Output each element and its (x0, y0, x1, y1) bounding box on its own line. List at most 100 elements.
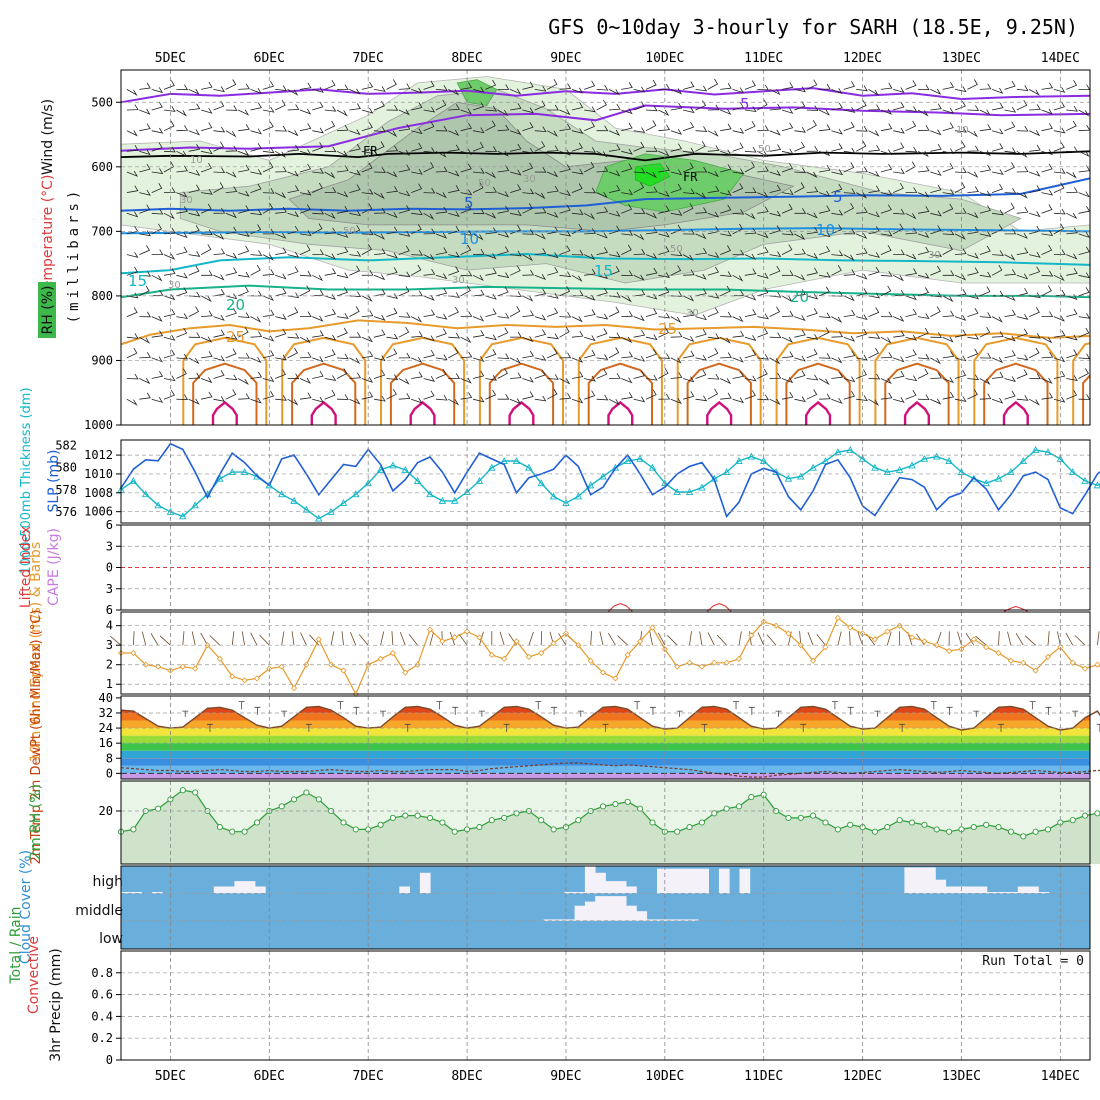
wind-barb (472, 330, 485, 338)
wind-barb (621, 189, 633, 196)
wind-barb (794, 233, 806, 241)
wind-barb (497, 150, 509, 157)
wind10m-marker (340, 667, 347, 674)
warm-pocket-35-13 (983, 362, 1049, 425)
wind-barb (485, 349, 497, 359)
rh2m-marker (426, 814, 434, 821)
wind-barb (398, 286, 410, 297)
rh2m-marker (1044, 826, 1052, 833)
wind-barb (831, 102, 843, 111)
wind-barb (262, 106, 275, 113)
wind-barb (324, 389, 336, 400)
wind-barb (287, 307, 299, 317)
wind-barb (818, 245, 831, 255)
wind-barb (584, 187, 596, 194)
t-5-label-2: 5 (833, 188, 843, 206)
wind-barb (1041, 108, 1053, 115)
wind-barb (176, 313, 188, 320)
wind-barb (806, 267, 819, 276)
wind-barb (176, 287, 188, 297)
wind-barb (386, 252, 398, 259)
cloud-mid-bar (595, 896, 606, 921)
bottom-date-label: 10DEC (645, 1069, 684, 1084)
temp-whisker (478, 710, 485, 717)
wind-barb (917, 368, 929, 379)
wind-barb (1029, 185, 1041, 193)
rh2m-marker (822, 819, 829, 826)
surface-wind-barb (816, 634, 826, 646)
wind-barb (942, 391, 955, 400)
wind-barb (312, 370, 324, 379)
temp-frame (120, 695, 1091, 780)
wind-barb (151, 249, 164, 255)
t-15-label-1: 15 (128, 272, 147, 290)
wind-barb (250, 397, 262, 404)
wind-barb (225, 252, 238, 259)
wind-barb (757, 353, 769, 360)
thickness-marker (920, 454, 929, 462)
wind-barb (571, 87, 584, 94)
upper-pressure-label-group: (millibars) (66, 187, 82, 324)
rh2m-marker (884, 824, 891, 831)
wind-barb (658, 150, 670, 157)
wind10m-marker (723, 659, 730, 666)
wind-barb (856, 232, 868, 240)
wind-barb (954, 370, 967, 379)
wind-barb (126, 144, 139, 152)
wind-barb (398, 245, 410, 255)
wind-barb (423, 80, 435, 90)
wind-barb (188, 103, 201, 111)
wind-barb (979, 245, 991, 255)
wind-barb (621, 203, 633, 214)
wind-barb (905, 187, 918, 193)
temp-whisker (1045, 706, 1052, 715)
wind-barb (386, 186, 399, 193)
wind-barb (1066, 349, 1078, 359)
wind-barb (992, 331, 1004, 338)
thickness-marker (228, 468, 236, 476)
wind-barb (275, 313, 287, 320)
wind10m-marker (402, 669, 409, 676)
wind-barb (485, 308, 497, 317)
wind-barb (781, 122, 794, 132)
temp-whisker (238, 701, 245, 710)
wind-barb (584, 212, 596, 220)
wind-barb (361, 376, 374, 383)
wind-barb (411, 128, 423, 135)
wind-barb (460, 270, 473, 277)
temp-whisker (1072, 710, 1079, 717)
wind-barb (1066, 389, 1078, 400)
wind-barb (1091, 144, 1100, 151)
wind-barb (732, 127, 745, 134)
wind-barb (645, 120, 657, 132)
temp-whisker (733, 701, 740, 710)
wind-barb (411, 290, 423, 297)
wind-barb (683, 350, 695, 359)
cloud-mid-bar (554, 919, 565, 921)
wind-barb (621, 244, 632, 255)
rh2m-marker (1069, 817, 1076, 824)
wind-barb (893, 87, 905, 94)
temp-band-1 (121, 765, 1090, 774)
wind-barb (645, 227, 658, 235)
wind-barb (188, 225, 200, 235)
wind-barb (435, 232, 448, 239)
wind-barb (213, 314, 225, 321)
wind-barb (1066, 120, 1077, 132)
wind-barb (1016, 395, 1029, 401)
wind-barb (336, 394, 349, 400)
temp-whisker (404, 723, 411, 732)
wind-barb (324, 253, 336, 260)
wind-barb (287, 398, 299, 406)
thickness-marker (586, 481, 595, 489)
wind-barb (176, 125, 189, 132)
wind10m-marker (599, 669, 607, 676)
rh2m-marker (352, 826, 359, 833)
wind-barb (843, 309, 856, 317)
wind-barb (645, 348, 657, 359)
wind-barb (1053, 289, 1066, 297)
thickness-marker (809, 463, 817, 471)
wind-barb (213, 182, 224, 193)
wind10m-tick-label: 4 (106, 619, 113, 633)
wind-barb (942, 122, 954, 132)
